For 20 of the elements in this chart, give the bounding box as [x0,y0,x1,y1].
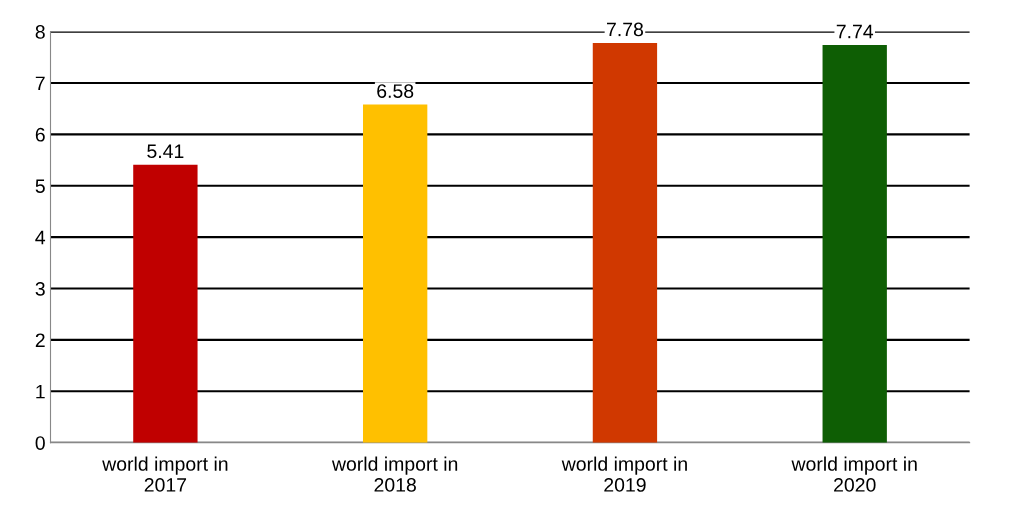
y-tick-label: 4 [35,230,46,245]
data-label: 5.41 [147,144,184,159]
data-label: 7.78 [607,22,644,37]
y-tick-label: 7 [35,76,45,91]
y-tick-label: 5 [35,179,45,193]
y-tick-label: 0 [35,436,45,450]
x-tick-label: world import in 2017 [102,456,228,492]
y-tick-label: 2 [35,333,45,347]
y-tick-label: 3 [35,282,45,296]
x-tick-label: world import in 2019 [561,456,687,492]
data-label: 7.74 [836,24,874,39]
bar [362,104,428,443]
x-tick-label: world import in 2020 [791,456,917,492]
y-tick-label: 1 [36,384,45,399]
y-tick-label: 6 [35,127,45,142]
bar [822,44,887,443]
y-tick-label: 8 [35,25,45,39]
x-tick-label: world import in 2018 [331,456,458,492]
bar [592,42,658,443]
data-label: 6.58 [377,84,414,98]
